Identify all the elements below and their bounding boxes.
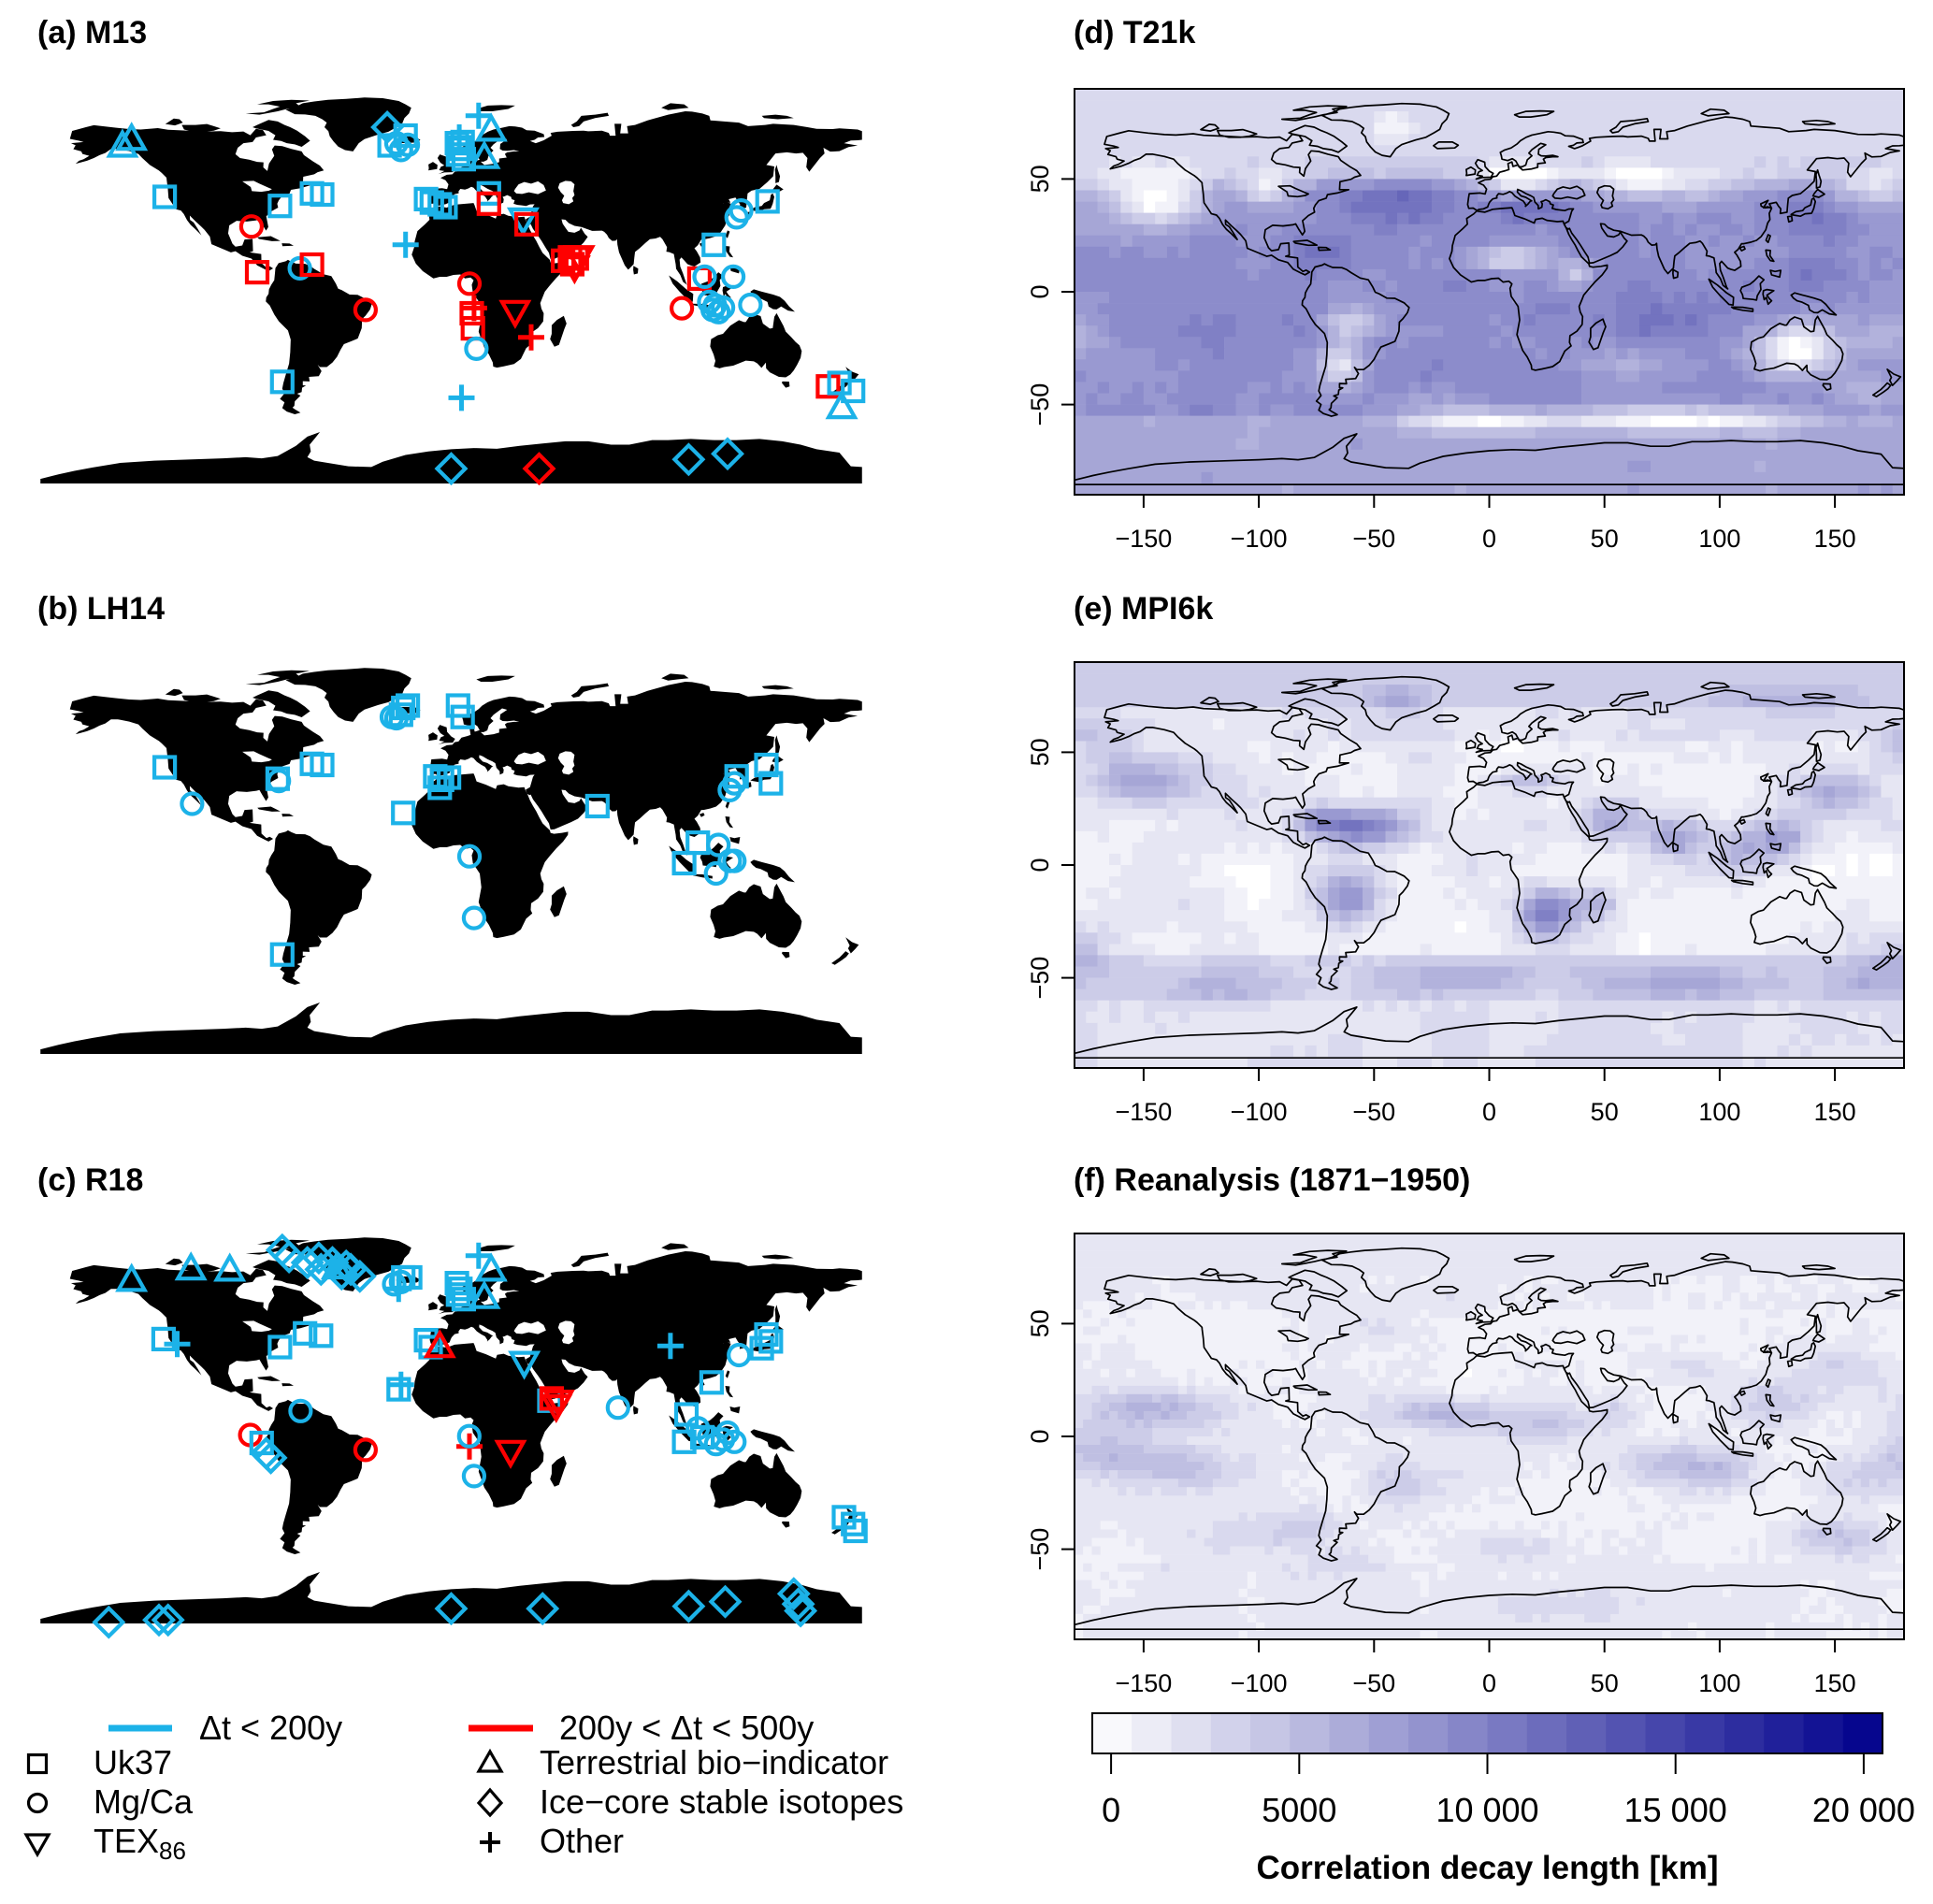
svg-text:−150: −150 <box>1115 525 1172 553</box>
svg-text:15 000: 15 000 <box>1624 1791 1727 1829</box>
svg-text:−50: −50 <box>1352 1098 1395 1126</box>
svg-text:0: 0 <box>1026 858 1054 872</box>
svg-text:50: 50 <box>1591 1669 1619 1697</box>
svg-text:Other: Other <box>540 1822 624 1860</box>
svg-text:−150: −150 <box>1115 1098 1172 1126</box>
svg-text:(a) M13: (a) M13 <box>37 15 147 50</box>
svg-text:(d) T21k: (d) T21k <box>1074 15 1195 50</box>
svg-text:−50: −50 <box>1352 525 1395 553</box>
svg-text:0: 0 <box>1026 284 1054 298</box>
svg-text:Mg/Ca: Mg/Ca <box>94 1782 194 1821</box>
svg-text:100: 100 <box>1698 1098 1740 1126</box>
svg-text:100: 100 <box>1698 1669 1740 1697</box>
svg-text:−50: −50 <box>1352 1669 1395 1697</box>
svg-text:0: 0 <box>1026 1429 1054 1443</box>
svg-text:(c) R18: (c) R18 <box>37 1162 143 1198</box>
svg-text:50: 50 <box>1026 165 1054 193</box>
svg-text:(f) Reanalysis (1871−1950): (f) Reanalysis (1871−1950) <box>1074 1162 1470 1198</box>
svg-text:0: 0 <box>1482 1098 1496 1126</box>
svg-text:(b) LH14: (b) LH14 <box>37 591 165 627</box>
svg-text:Correlation decay length [km]: Correlation decay length [km] <box>1257 1850 1719 1886</box>
svg-text:150: 150 <box>1814 1098 1856 1126</box>
svg-text:−150: −150 <box>1115 1669 1172 1697</box>
svg-text:5000: 5000 <box>1262 1791 1336 1829</box>
svg-text:−100: −100 <box>1231 1669 1288 1697</box>
svg-text:0: 0 <box>1482 525 1496 553</box>
svg-text:0: 0 <box>1482 1669 1496 1697</box>
svg-text:50: 50 <box>1591 1098 1619 1126</box>
svg-text:200y < Δt < 500y: 200y < Δt < 500y <box>559 1709 814 1747</box>
svg-text:100: 100 <box>1698 525 1740 553</box>
svg-text:TEX86: TEX86 <box>94 1822 186 1865</box>
svg-text:−50: −50 <box>1026 957 1054 1000</box>
svg-text:0: 0 <box>1102 1791 1120 1829</box>
svg-text:Ice−core stable isotopes: Ice−core stable isotopes <box>540 1782 903 1821</box>
svg-text:150: 150 <box>1814 1669 1856 1697</box>
svg-text:Uk37: Uk37 <box>94 1743 172 1781</box>
svg-text:Terrestrial bio−indicator: Terrestrial bio−indicator <box>540 1743 888 1781</box>
svg-text:−100: −100 <box>1231 1098 1288 1126</box>
svg-text:Δt < 200y: Δt < 200y <box>199 1709 342 1747</box>
svg-text:−50: −50 <box>1026 1528 1054 1571</box>
svg-text:−100: −100 <box>1231 525 1288 553</box>
svg-text:(e) MPI6k: (e) MPI6k <box>1074 591 1213 627</box>
svg-text:20 000: 20 000 <box>1812 1791 1915 1829</box>
svg-text:−50: −50 <box>1026 383 1054 426</box>
svg-text:10 000: 10 000 <box>1435 1791 1538 1829</box>
svg-text:50: 50 <box>1591 525 1619 553</box>
svg-text:50: 50 <box>1026 738 1054 766</box>
svg-text:50: 50 <box>1026 1309 1054 1337</box>
svg-text:150: 150 <box>1814 525 1856 553</box>
